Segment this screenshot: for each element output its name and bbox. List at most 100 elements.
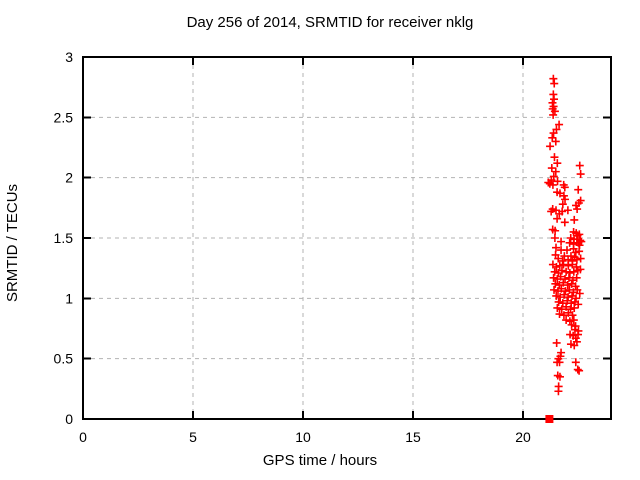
data-point-plus (561, 195, 570, 204)
data-point-plus (552, 291, 561, 300)
data-point-plus (546, 142, 555, 151)
data-point-plus (558, 200, 567, 209)
data-point-plus (550, 153, 559, 162)
data-point-plus (562, 302, 571, 311)
data-point-plus (563, 281, 572, 290)
gridlines (83, 57, 611, 419)
data-point-plus (550, 95, 559, 104)
data-point-plus (564, 261, 573, 270)
data-point-plus (562, 316, 571, 325)
data-point-plus (547, 207, 556, 216)
data-point-plus (569, 267, 578, 276)
data-point-plus (555, 372, 564, 381)
data-point-plus (570, 303, 579, 312)
data-point-plus (569, 316, 578, 325)
data-point-plus (565, 238, 574, 247)
y-tick-label: 3 (65, 49, 73, 65)
data-point-plus (555, 209, 564, 218)
data-point-plus (571, 282, 580, 291)
data-point-plus (547, 164, 556, 173)
data-point-plus (574, 300, 583, 309)
data-point-plus (554, 387, 563, 396)
data-point-plus (561, 275, 570, 284)
chart-title: Day 256 of 2014, SRMTID for receiver nkl… (187, 14, 474, 31)
data-point-plus (552, 338, 561, 347)
data-point-plus (565, 317, 574, 326)
data-point-plus (559, 191, 568, 200)
x-tick-labels: 0 5 10 15 20 (79, 429, 531, 445)
data-point-plus (575, 230, 584, 239)
data-point-plus (574, 185, 583, 194)
data-point-plus (572, 294, 581, 303)
data-point-plus (550, 107, 559, 116)
data-point-plus (572, 255, 581, 264)
data-point-plus (564, 308, 573, 317)
data-point-square (545, 415, 554, 423)
data-point-plus (575, 161, 584, 170)
data-point-plus (564, 293, 573, 302)
data-point-plus (577, 237, 586, 246)
data-point-plus (560, 218, 569, 227)
y-tick-label: 0 (65, 411, 73, 427)
data-point-plus (550, 79, 559, 88)
data-point-plus (560, 183, 569, 192)
x-tick-label: 5 (189, 429, 197, 445)
data-point-plus (565, 268, 574, 277)
data-point-plus (550, 285, 559, 294)
data-point-plus (553, 303, 562, 312)
y-tick-label: 2 (65, 170, 73, 186)
data-point-plus (551, 226, 560, 235)
data-point-plus (553, 214, 562, 223)
data-point-plus (563, 206, 572, 215)
data-point-plus (550, 234, 559, 242)
data-point-plus (568, 260, 577, 269)
data-point-plus (567, 320, 576, 329)
data-point-plus (557, 284, 566, 293)
data-point-plus (568, 311, 577, 320)
data-point-plus (554, 297, 563, 306)
data-point-plus (574, 199, 583, 208)
data-point-plus (570, 215, 579, 224)
data-point-plus (555, 358, 564, 367)
data-point-plus (548, 133, 557, 142)
data-point-plus (557, 305, 566, 314)
data-point-plus (561, 287, 570, 296)
data-point-plus (549, 273, 558, 282)
data-point-plus (575, 366, 584, 375)
data-point-plus (551, 279, 560, 288)
y-tick-label: 0.5 (54, 351, 74, 367)
data-point-plus (548, 180, 557, 189)
data-point-plus (562, 267, 571, 276)
axis-ticks (82, 56, 611, 420)
data-point-plus (549, 110, 558, 119)
data-point-plus (570, 325, 579, 334)
data-point-plus (572, 273, 581, 282)
data-point-plus (549, 74, 558, 83)
data-point-plus (549, 129, 558, 138)
data-point-plus (552, 243, 560, 252)
y-tick-labels: 0 0.5 1 1.5 2 2.5 3 (54, 49, 74, 427)
data-point-plus (559, 260, 568, 269)
x-axis-label: GPS time / hours (263, 452, 377, 469)
data-point-plus (551, 137, 560, 146)
x-tick-label: 0 (79, 429, 87, 445)
data-point-plus (553, 177, 562, 186)
data-point-plus (556, 272, 565, 281)
y-tick-label: 1.5 (54, 230, 74, 246)
data-point-plus (573, 365, 582, 374)
x-tick-label: 20 (515, 429, 531, 445)
data-point-plus (576, 265, 585, 274)
data-point-plus (571, 358, 580, 367)
x-tick-label: 15 (405, 429, 421, 445)
data-point-plus (555, 120, 564, 129)
data-point-plus (557, 237, 566, 246)
data-point-plus (572, 337, 581, 346)
data-point-plus (563, 246, 571, 255)
y-tick-label: 1 (65, 290, 73, 306)
data-point-plus (555, 261, 564, 270)
data-point-plus (571, 248, 580, 257)
data-point-plus (557, 266, 566, 275)
y-tick-label: 2.5 (54, 109, 74, 125)
